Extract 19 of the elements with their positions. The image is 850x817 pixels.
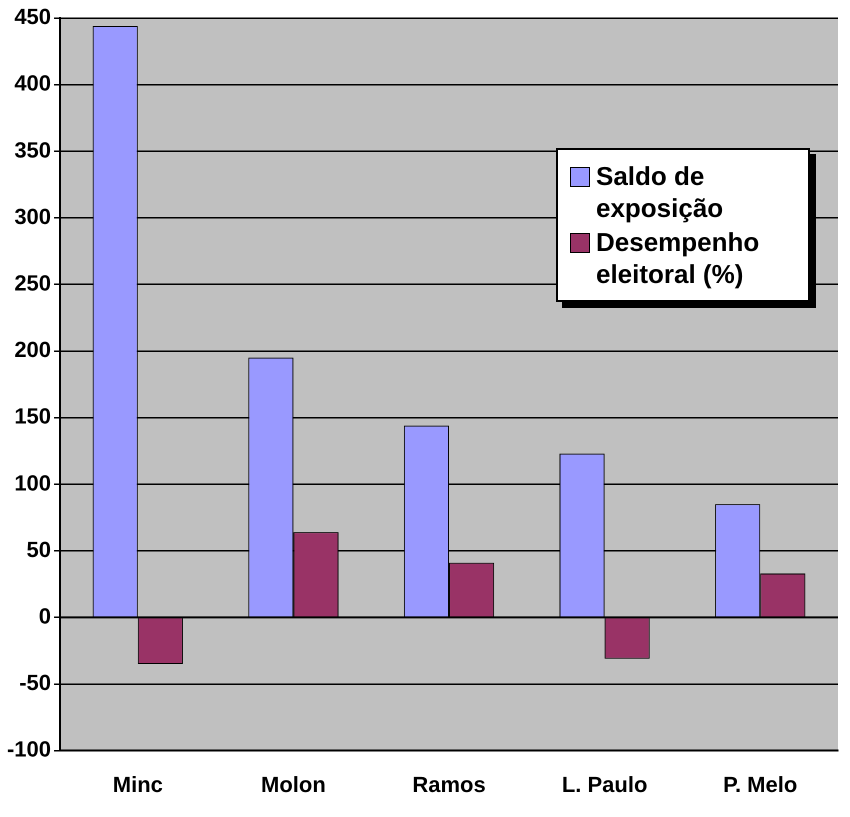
- y-tick-label: 0: [38, 603, 52, 628]
- y-tick-label: 350: [14, 137, 52, 162]
- x-tick-label: Minc: [112, 772, 163, 797]
- y-tick-label: 100: [14, 470, 52, 496]
- x-tick-label: L. Paulo: [562, 772, 648, 797]
- y-tick-label: 450: [14, 4, 52, 30]
- y-tick-label: 300: [14, 204, 52, 229]
- y-tick-label: 400: [14, 70, 52, 96]
- x-tick-label: Ramos: [412, 772, 486, 797]
- y-tick-label: 200: [14, 337, 52, 362]
- y-tick-label: -50: [19, 670, 52, 696]
- y-tick-label: 50: [26, 536, 52, 562]
- legend-label: Desempenho eleitoral (%): [596, 226, 760, 290]
- y-tick-label: 150: [14, 404, 52, 429]
- legend-label: Saldo de exposição: [596, 160, 724, 224]
- x-tick-label: Molon: [261, 772, 326, 797]
- x-tick-label: P. Melo: [723, 772, 798, 797]
- y-tick-label: 250: [14, 270, 52, 296]
- y-tick-label: -100: [6, 736, 52, 762]
